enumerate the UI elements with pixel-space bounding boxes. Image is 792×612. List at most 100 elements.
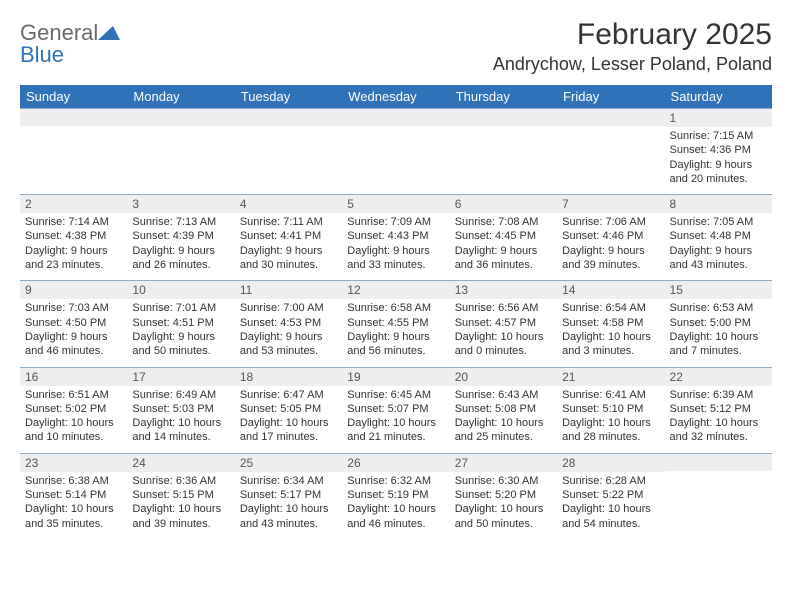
- day-details: Sunrise: 6:41 AMSunset: 5:10 PMDaylight:…: [557, 386, 664, 453]
- day-details: [235, 126, 342, 136]
- weekday-header: Sunday: [20, 85, 127, 109]
- calendar-day-cell: 13Sunrise: 6:56 AMSunset: 4:57 PMDayligh…: [450, 281, 557, 367]
- day-number: [342, 109, 449, 126]
- calendar-day-cell: 9Sunrise: 7:03 AMSunset: 4:50 PMDaylight…: [20, 281, 127, 367]
- day-details: Sunrise: 7:05 AMSunset: 4:48 PMDaylight:…: [665, 213, 772, 280]
- day-details: Sunrise: 6:36 AMSunset: 5:15 PMDaylight:…: [127, 472, 234, 539]
- calendar-day-cell: 7Sunrise: 7:06 AMSunset: 4:46 PMDaylight…: [557, 195, 664, 281]
- day-number: 23: [20, 454, 127, 472]
- day-number: [665, 454, 772, 471]
- day-details: Sunrise: 6:34 AMSunset: 5:17 PMDaylight:…: [235, 472, 342, 539]
- day-number: [127, 109, 234, 126]
- day-number: [450, 109, 557, 126]
- calendar-day-cell: 16Sunrise: 6:51 AMSunset: 5:02 PMDayligh…: [20, 367, 127, 453]
- day-number: 1: [665, 109, 772, 127]
- day-details: Sunrise: 6:53 AMSunset: 5:00 PMDaylight:…: [665, 299, 772, 366]
- day-number: 2: [20, 195, 127, 213]
- day-details: Sunrise: 7:09 AMSunset: 4:43 PMDaylight:…: [342, 213, 449, 280]
- calendar-day-cell: 2Sunrise: 7:14 AMSunset: 4:38 PMDaylight…: [20, 195, 127, 281]
- weekday-header: Thursday: [450, 85, 557, 109]
- weekday-header-row: SundayMondayTuesdayWednesdayThursdayFrid…: [20, 85, 772, 109]
- calendar-day-cell: 12Sunrise: 6:58 AMSunset: 4:55 PMDayligh…: [342, 281, 449, 367]
- day-number: 22: [665, 368, 772, 386]
- day-details: Sunrise: 7:01 AMSunset: 4:51 PMDaylight:…: [127, 299, 234, 366]
- day-number: 26: [342, 454, 449, 472]
- day-number: 13: [450, 281, 557, 299]
- day-details: [127, 126, 234, 136]
- logo-triangle-icon: [98, 22, 120, 44]
- calendar-day-cell: 19Sunrise: 6:45 AMSunset: 5:07 PMDayligh…: [342, 367, 449, 453]
- calendar-week-row: 23Sunrise: 6:38 AMSunset: 5:14 PMDayligh…: [20, 453, 772, 539]
- day-details: Sunrise: 6:51 AMSunset: 5:02 PMDaylight:…: [20, 386, 127, 453]
- calendar-day-cell: [665, 453, 772, 539]
- day-details: Sunrise: 7:15 AMSunset: 4:36 PMDaylight:…: [665, 127, 772, 194]
- day-details: [20, 126, 127, 136]
- calendar-day-cell: 17Sunrise: 6:49 AMSunset: 5:03 PMDayligh…: [127, 367, 234, 453]
- calendar-week-row: 1Sunrise: 7:15 AMSunset: 4:36 PMDaylight…: [20, 109, 772, 195]
- day-details: Sunrise: 7:00 AMSunset: 4:53 PMDaylight:…: [235, 299, 342, 366]
- weekday-header: Wednesday: [342, 85, 449, 109]
- day-number: 17: [127, 368, 234, 386]
- day-details: [342, 126, 449, 136]
- day-details: Sunrise: 6:49 AMSunset: 5:03 PMDaylight:…: [127, 386, 234, 453]
- weekday-header: Tuesday: [235, 85, 342, 109]
- calendar-day-cell: 26Sunrise: 6:32 AMSunset: 5:19 PMDayligh…: [342, 453, 449, 539]
- day-number: 9: [20, 281, 127, 299]
- calendar-day-cell: 18Sunrise: 6:47 AMSunset: 5:05 PMDayligh…: [235, 367, 342, 453]
- day-details: Sunrise: 7:13 AMSunset: 4:39 PMDaylight:…: [127, 213, 234, 280]
- calendar-week-row: 9Sunrise: 7:03 AMSunset: 4:50 PMDaylight…: [20, 281, 772, 367]
- day-number: 24: [127, 454, 234, 472]
- calendar-day-cell: 5Sunrise: 7:09 AMSunset: 4:43 PMDaylight…: [342, 195, 449, 281]
- day-details: Sunrise: 7:14 AMSunset: 4:38 PMDaylight:…: [20, 213, 127, 280]
- day-number: 20: [450, 368, 557, 386]
- day-details: Sunrise: 7:08 AMSunset: 4:45 PMDaylight:…: [450, 213, 557, 280]
- day-number: 18: [235, 368, 342, 386]
- day-details: Sunrise: 6:54 AMSunset: 4:58 PMDaylight:…: [557, 299, 664, 366]
- month-title: February 2025: [493, 18, 772, 52]
- calendar-day-cell: 6Sunrise: 7:08 AMSunset: 4:45 PMDaylight…: [450, 195, 557, 281]
- day-number: 25: [235, 454, 342, 472]
- location-text: Andrychow, Lesser Poland, Poland: [493, 54, 772, 75]
- calendar-day-cell: 22Sunrise: 6:39 AMSunset: 5:12 PMDayligh…: [665, 367, 772, 453]
- calendar-day-cell: [557, 109, 664, 195]
- calendar-day-cell: 21Sunrise: 6:41 AMSunset: 5:10 PMDayligh…: [557, 367, 664, 453]
- day-number: 12: [342, 281, 449, 299]
- day-number: 4: [235, 195, 342, 213]
- day-details: [450, 126, 557, 136]
- day-details: Sunrise: 7:06 AMSunset: 4:46 PMDaylight:…: [557, 213, 664, 280]
- calendar-day-cell: 3Sunrise: 7:13 AMSunset: 4:39 PMDaylight…: [127, 195, 234, 281]
- day-details: Sunrise: 6:43 AMSunset: 5:08 PMDaylight:…: [450, 386, 557, 453]
- calendar-day-cell: 15Sunrise: 6:53 AMSunset: 5:00 PMDayligh…: [665, 281, 772, 367]
- calendar-day-cell: 11Sunrise: 7:00 AMSunset: 4:53 PMDayligh…: [235, 281, 342, 367]
- calendar-day-cell: [127, 109, 234, 195]
- day-number: 27: [450, 454, 557, 472]
- weekday-header: Friday: [557, 85, 664, 109]
- day-number: 3: [127, 195, 234, 213]
- calendar-day-cell: 24Sunrise: 6:36 AMSunset: 5:15 PMDayligh…: [127, 453, 234, 539]
- day-number: [20, 109, 127, 126]
- calendar-day-cell: 28Sunrise: 6:28 AMSunset: 5:22 PMDayligh…: [557, 453, 664, 539]
- calendar-table: SundayMondayTuesdayWednesdayThursdayFrid…: [20, 85, 772, 539]
- day-details: Sunrise: 7:03 AMSunset: 4:50 PMDaylight:…: [20, 299, 127, 366]
- day-number: 28: [557, 454, 664, 472]
- calendar-day-cell: 8Sunrise: 7:05 AMSunset: 4:48 PMDaylight…: [665, 195, 772, 281]
- calendar-day-cell: 27Sunrise: 6:30 AMSunset: 5:20 PMDayligh…: [450, 453, 557, 539]
- calendar-day-cell: [235, 109, 342, 195]
- calendar-day-cell: 14Sunrise: 6:54 AMSunset: 4:58 PMDayligh…: [557, 281, 664, 367]
- calendar-day-cell: 4Sunrise: 7:11 AMSunset: 4:41 PMDaylight…: [235, 195, 342, 281]
- calendar-day-cell: [20, 109, 127, 195]
- day-details: Sunrise: 6:30 AMSunset: 5:20 PMDaylight:…: [450, 472, 557, 539]
- header: General Blue February 2025 Andrychow, Le…: [20, 18, 772, 75]
- day-number: 11: [235, 281, 342, 299]
- day-number: 10: [127, 281, 234, 299]
- calendar-day-cell: 20Sunrise: 6:43 AMSunset: 5:08 PMDayligh…: [450, 367, 557, 453]
- day-details: Sunrise: 6:58 AMSunset: 4:55 PMDaylight:…: [342, 299, 449, 366]
- day-number: 6: [450, 195, 557, 213]
- day-number: 5: [342, 195, 449, 213]
- calendar-day-cell: [450, 109, 557, 195]
- calendar-day-cell: 23Sunrise: 6:38 AMSunset: 5:14 PMDayligh…: [20, 453, 127, 539]
- calendar-day-cell: 10Sunrise: 7:01 AMSunset: 4:51 PMDayligh…: [127, 281, 234, 367]
- day-number: 7: [557, 195, 664, 213]
- day-number: 21: [557, 368, 664, 386]
- day-number: 16: [20, 368, 127, 386]
